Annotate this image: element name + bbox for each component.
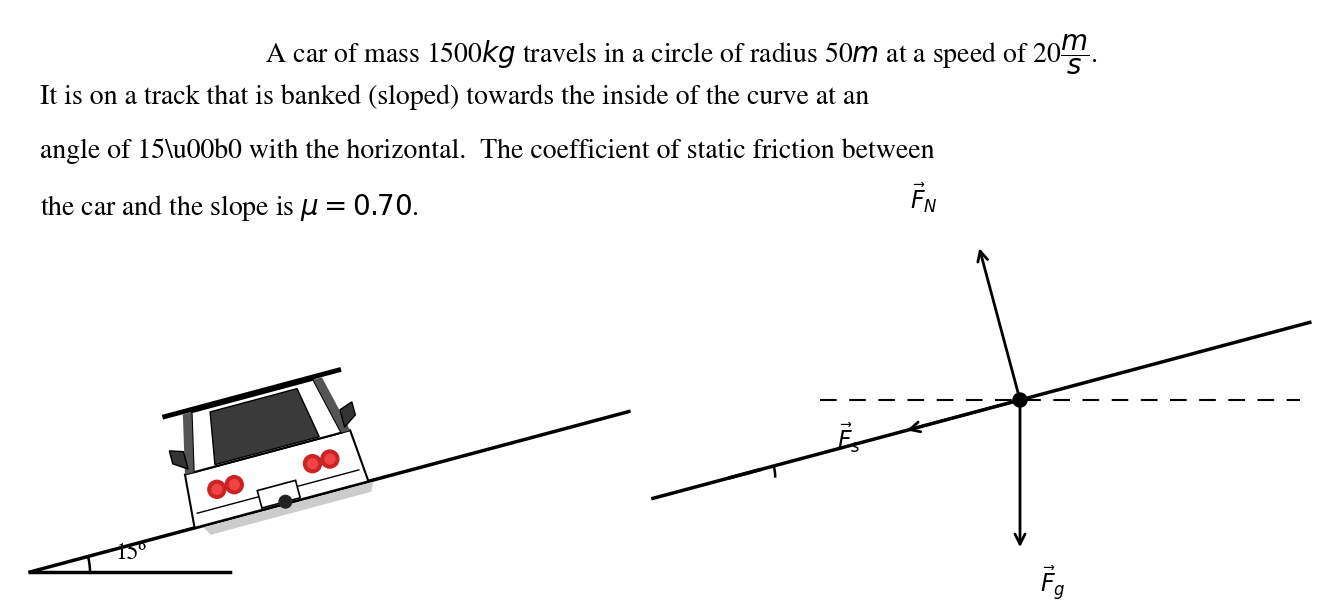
Circle shape xyxy=(279,496,291,508)
Text: $\vec{F}_N$: $\vec{F}_N$ xyxy=(909,182,937,215)
Circle shape xyxy=(325,454,334,464)
Text: the car and the slope is $\mu = 0.70$.: the car and the slope is $\mu = 0.70$. xyxy=(40,192,418,223)
Circle shape xyxy=(308,459,317,469)
Circle shape xyxy=(321,450,338,468)
Text: $\vec{F}_s$: $\vec{F}_s$ xyxy=(837,421,861,455)
Polygon shape xyxy=(183,412,194,475)
Circle shape xyxy=(207,480,226,499)
Polygon shape xyxy=(170,451,189,469)
Text: A car of mass 1500$kg$ travels in a circle of radius 50$m$ at a speed of 20$\dfr: A car of mass 1500$kg$ travels in a circ… xyxy=(238,32,1098,77)
Text: $\vec{F}_g$: $\vec{F}_g$ xyxy=(1040,565,1066,603)
Circle shape xyxy=(225,475,243,494)
Polygon shape xyxy=(257,480,301,508)
Polygon shape xyxy=(340,402,356,427)
Polygon shape xyxy=(185,430,369,528)
Polygon shape xyxy=(210,389,320,465)
Polygon shape xyxy=(313,378,350,433)
Text: angle of 15\u00b0 with the horizontal.  The coefficient of static friction betwe: angle of 15\u00b0 with the horizontal. T… xyxy=(40,138,935,164)
Circle shape xyxy=(230,480,239,489)
Polygon shape xyxy=(191,379,341,472)
Polygon shape xyxy=(203,482,373,535)
Text: It is on a track that is banked (sloped) towards the inside of the curve at an: It is on a track that is banked (sloped)… xyxy=(40,84,869,109)
Text: 15º: 15º xyxy=(115,542,146,564)
Circle shape xyxy=(303,455,321,472)
Circle shape xyxy=(1013,393,1027,407)
Circle shape xyxy=(213,485,222,494)
